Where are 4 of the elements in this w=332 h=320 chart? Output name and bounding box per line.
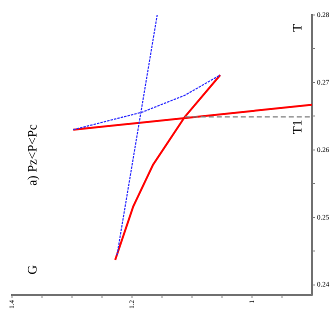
annotation: G bbox=[24, 265, 40, 274]
text: a) Pz<P<Pc bbox=[24, 124, 40, 186]
annotation: T bbox=[289, 24, 304, 32]
annotation: T1 bbox=[289, 120, 304, 134]
